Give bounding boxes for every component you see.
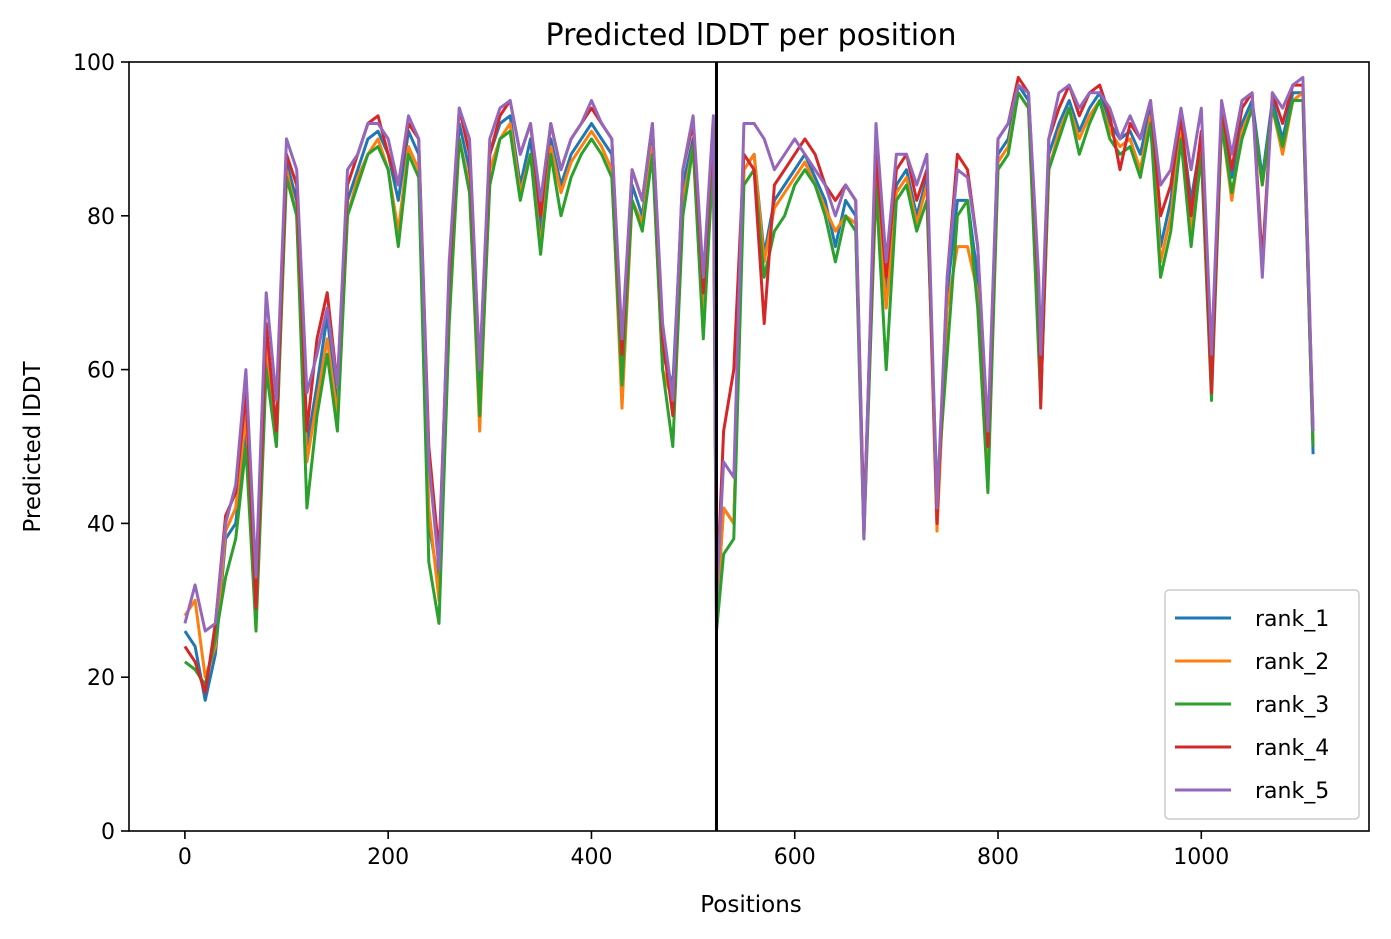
chart-title: Predicted lDDT per position <box>546 18 957 53</box>
x-tick-label: 800 <box>977 845 1019 870</box>
legend-label: rank_1 <box>1255 607 1329 632</box>
y-tick-label: 20 <box>87 666 115 691</box>
x-axis-ticks: 0 200 400 600 800 1000 <box>178 831 1229 870</box>
x-tick-label: 400 <box>570 845 612 870</box>
y-axis-ticks: 0 20 40 60 80 100 <box>73 51 129 845</box>
legend-box <box>1164 589 1360 820</box>
y-tick-label: 40 <box>87 512 115 537</box>
x-tick-label: 0 <box>178 845 192 870</box>
legend-label: rank_2 <box>1255 650 1329 675</box>
x-tick-label: 200 <box>367 845 409 870</box>
x-axis-label: Positions <box>700 892 802 918</box>
plot-frame <box>128 61 1370 832</box>
x-tick-label: 600 <box>774 845 816 870</box>
y-tick-label: 60 <box>87 359 115 384</box>
legend-label: rank_5 <box>1255 779 1329 804</box>
series-line-rank_4 <box>183 75 1315 695</box>
legend-label: rank_3 <box>1255 693 1329 718</box>
y-axis-label: Predicted lDDT <box>20 360 46 532</box>
y-tick-label: 0 <box>101 820 115 845</box>
legend: rank_1 rank_2 rank_3 rank_4 rank_5 <box>1164 589 1360 820</box>
y-tick-label: 100 <box>73 51 115 76</box>
legend-label: rank_4 <box>1255 736 1329 761</box>
series-line-rank_5 <box>183 75 1315 633</box>
series-layer <box>183 75 1315 702</box>
x-tick-label: 1000 <box>1173 845 1229 870</box>
y-tick-label: 80 <box>87 205 115 230</box>
series-line-rank_3 <box>183 91 1315 687</box>
